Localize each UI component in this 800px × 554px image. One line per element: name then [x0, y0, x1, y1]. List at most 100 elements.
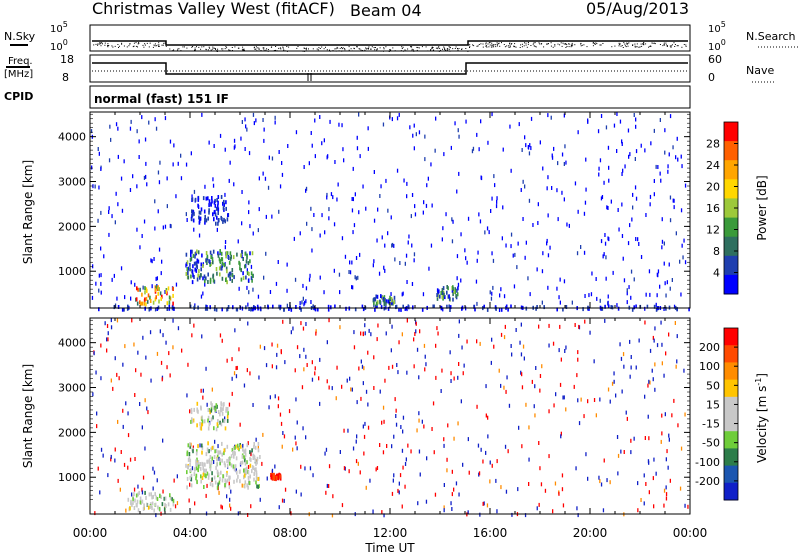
nsearch-point — [255, 46, 257, 48]
data-cell — [146, 299, 149, 304]
scatter-cell — [655, 471, 657, 476]
data-cell — [207, 272, 209, 277]
data-cell — [278, 304, 280, 309]
scatter-cell — [458, 319, 460, 324]
data-cell — [207, 415, 210, 420]
scatter-cell — [577, 130, 579, 135]
scatter-cell — [555, 392, 557, 397]
data-cell — [252, 273, 254, 278]
nsearch-point — [282, 47, 284, 49]
scatter-cell — [623, 364, 625, 369]
scatter-cell — [679, 259, 681, 264]
nsearch-point — [158, 42, 160, 44]
scatter-cell — [266, 476, 268, 481]
y-tick-label: 4000 — [58, 131, 86, 144]
data-cell — [386, 299, 388, 304]
scatter-cell — [538, 502, 540, 507]
data-cell — [455, 294, 457, 298]
nsearch-point — [157, 44, 159, 46]
scatter-cell — [647, 459, 650, 464]
data-cell — [139, 287, 141, 292]
nsearch-point — [305, 49, 307, 51]
nsearch-point — [104, 42, 106, 44]
data-cell — [377, 300, 379, 305]
nsearch-point — [348, 49, 350, 51]
data-cell — [113, 305, 116, 310]
colorbar-segment — [724, 345, 738, 363]
data-cell — [226, 418, 229, 423]
scatter-cell — [383, 419, 385, 424]
nsearch-point — [554, 44, 556, 46]
data-cell — [217, 200, 219, 205]
scatter-cell — [673, 205, 675, 210]
data-cell — [168, 300, 171, 305]
scatter-cell — [432, 401, 435, 406]
colorbar-tick-label: 28 — [706, 138, 720, 151]
scatter-cell — [458, 492, 460, 497]
nsearch-point — [485, 45, 487, 46]
scatter-cell — [472, 146, 475, 151]
scatter-cell — [117, 126, 119, 131]
scatter-cell — [630, 365, 632, 370]
scatter-cell — [532, 223, 534, 227]
data-cell — [238, 469, 241, 474]
scatter-cell — [143, 175, 146, 180]
colorbar-segment — [724, 482, 738, 501]
nsearch-point — [510, 45, 511, 47]
nsearch-point — [673, 42, 675, 44]
scatter-cell — [538, 441, 540, 445]
data-cell — [144, 306, 146, 311]
data-cell — [213, 217, 215, 222]
data-cell — [210, 447, 212, 452]
nsearch-point — [634, 46, 636, 48]
data-cell — [600, 306, 602, 311]
scatter-cell — [668, 152, 670, 157]
data-cell — [214, 203, 217, 208]
data-cell — [441, 291, 444, 296]
data-cell — [228, 459, 230, 464]
data-cell — [221, 458, 223, 463]
scatter-cell — [603, 252, 605, 257]
scatter-cell — [277, 404, 279, 409]
scatter-cell — [500, 287, 502, 292]
scatter-cell — [656, 293, 658, 298]
nsearch-point — [570, 46, 572, 48]
data-cell — [199, 466, 202, 471]
data-cell — [157, 285, 159, 290]
scatter-cell — [241, 120, 243, 124]
scatter-cell — [169, 223, 171, 228]
data-cell — [436, 293, 438, 297]
nsearch-point — [194, 50, 196, 52]
scatter-cell — [399, 473, 402, 478]
scatter-cell — [405, 253, 408, 258]
scatter-cell — [525, 143, 527, 148]
data-cell — [300, 307, 302, 312]
data-cell — [220, 422, 223, 427]
data-cell — [203, 274, 206, 279]
scatter-cell — [117, 202, 119, 207]
data-cell — [190, 249, 192, 254]
data-cell — [140, 301, 142, 306]
nsearch-dots — [93, 42, 687, 52]
nsearch-point — [506, 45, 508, 47]
data-cell — [189, 304, 192, 309]
scatter-cell — [370, 332, 372, 337]
data-cell — [249, 259, 251, 264]
scatter-cell — [627, 128, 630, 133]
data-cell — [208, 259, 210, 264]
nsearch-point — [231, 50, 233, 51]
scatter-cell — [136, 227, 138, 232]
scatter-cell — [324, 451, 326, 456]
scatter-cell — [404, 484, 406, 489]
data-cell — [270, 474, 273, 479]
scatter-cell — [231, 357, 233, 362]
scatter-cell — [351, 208, 354, 213]
nsearch-point — [669, 45, 671, 47]
data-cell — [221, 411, 224, 416]
data-cell — [227, 411, 229, 416]
data-cell — [148, 492, 151, 497]
data-cell — [185, 463, 187, 468]
nsearch-point — [485, 45, 487, 47]
data-cell — [241, 454, 244, 459]
